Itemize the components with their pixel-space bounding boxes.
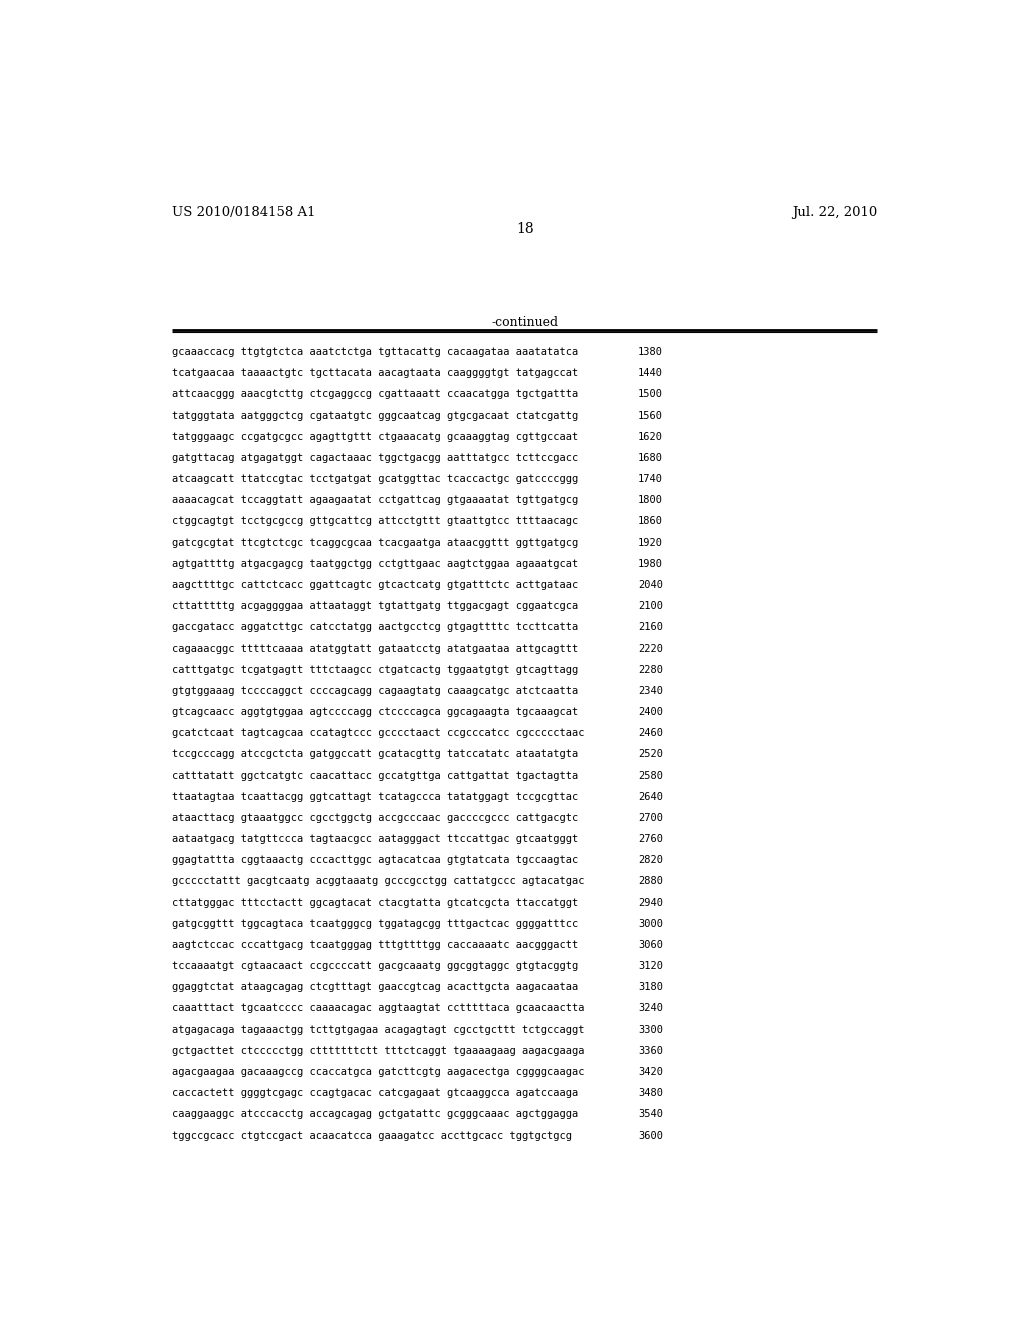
Text: 1980: 1980 — [638, 558, 663, 569]
Text: 2040: 2040 — [638, 579, 663, 590]
Text: aaaacagcat tccaggtatt agaagaatat cctgattcag gtgaaaatat tgttgatgcg: aaaacagcat tccaggtatt agaagaatat cctgatt… — [172, 495, 579, 506]
Text: gccccctattt gacgtcaatg acggtaaatg gcccgcctgg cattatgccc agtacatgac: gccccctattt gacgtcaatg acggtaaatg gcccgc… — [172, 876, 585, 887]
Text: 2520: 2520 — [638, 750, 663, 759]
Text: gtgtggaaag tccccaggct ccccagcagg cagaagtatg caaagcatgc atctcaatta: gtgtggaaag tccccaggct ccccagcagg cagaagt… — [172, 686, 579, 696]
Text: 1500: 1500 — [638, 389, 663, 400]
Text: tccgcccagg atccgctcta gatggccatt gcatacgttg tatccatatc ataatatgta: tccgcccagg atccgctcta gatggccatt gcatacg… — [172, 750, 579, 759]
Text: 1560: 1560 — [638, 411, 663, 421]
Text: 2160: 2160 — [638, 622, 663, 632]
Text: atcaagcatt ttatccgtac tcctgatgat gcatggttac tcaccactgc gatccccggg: atcaagcatt ttatccgtac tcctgatgat gcatggt… — [172, 474, 579, 484]
Text: US 2010/0184158 A1: US 2010/0184158 A1 — [172, 206, 315, 219]
Text: 3300: 3300 — [638, 1024, 663, 1035]
Text: gatgttacag atgagatggt cagactaaac tggctgacgg aatttatgcc tcttccgacc: gatgttacag atgagatggt cagactaaac tggctga… — [172, 453, 579, 463]
Text: 2880: 2880 — [638, 876, 663, 887]
Text: 2580: 2580 — [638, 771, 663, 780]
Text: 2100: 2100 — [638, 601, 663, 611]
Text: 1860: 1860 — [638, 516, 663, 527]
Text: 3240: 3240 — [638, 1003, 663, 1014]
Text: -continued: -continued — [492, 317, 558, 329]
Text: aataatgacg tatgttccca tagtaacgcc aatagggact ttccattgac gtcaatgggt: aataatgacg tatgttccca tagtaacgcc aataggg… — [172, 834, 579, 843]
Text: gtcagcaacc aggtgtggaa agtccccagg ctccccagca ggcagaagta tgcaaagcat: gtcagcaacc aggtgtggaa agtccccagg ctcccca… — [172, 708, 579, 717]
Text: tcatgaacaa taaaactgtc tgcttacata aacagtaata caaggggtgt tatgagccat: tcatgaacaa taaaactgtc tgcttacata aacagta… — [172, 368, 579, 379]
Text: tggccgcacc ctgtccgact acaacatcca gaaagatcc accttgcacc tggtgctgcg: tggccgcacc ctgtccgact acaacatcca gaaagat… — [172, 1130, 572, 1140]
Text: gatgcggttt tggcagtaca tcaatgggcg tggatagcgg tttgactcac ggggatttcc: gatgcggttt tggcagtaca tcaatgggcg tggatag… — [172, 919, 579, 929]
Text: caaatttact tgcaatcccc caaaacagac aggtaagtat cctttttaca gcaacaactta: caaatttact tgcaatcccc caaaacagac aggtaag… — [172, 1003, 585, 1014]
Text: gcaaaccacg ttgtgtctca aaatctctga tgttacattg cacaagataa aaatatatca: gcaaaccacg ttgtgtctca aaatctctga tgttaca… — [172, 347, 579, 356]
Text: 3600: 3600 — [638, 1130, 663, 1140]
Text: aagtctccac cccattgacg tcaatgggag tttgttttgg caccaaaatc aacgggactt: aagtctccac cccattgacg tcaatgggag tttgttt… — [172, 940, 579, 950]
Text: 1620: 1620 — [638, 432, 663, 442]
Text: 1440: 1440 — [638, 368, 663, 379]
Text: 1800: 1800 — [638, 495, 663, 506]
Text: ttaatagtaa tcaattacgg ggtcattagt tcatagccca tatatggagt tccgcgttac: ttaatagtaa tcaattacgg ggtcattagt tcatagc… — [172, 792, 579, 801]
Text: 1680: 1680 — [638, 453, 663, 463]
Text: catttgatgc tcgatgagtt tttctaagcc ctgatcactg tggaatgtgt gtcagttagg: catttgatgc tcgatgagtt tttctaagcc ctgatca… — [172, 665, 579, 675]
Text: 3420: 3420 — [638, 1067, 663, 1077]
Text: 3000: 3000 — [638, 919, 663, 929]
Text: Jul. 22, 2010: Jul. 22, 2010 — [793, 206, 878, 219]
Text: 3360: 3360 — [638, 1045, 663, 1056]
Text: ggaggtctat ataagcagag ctcgtttagt gaaccgtcag acacttgcta aagacaataa: ggaggtctat ataagcagag ctcgtttagt gaaccgt… — [172, 982, 579, 993]
Text: 1380: 1380 — [638, 347, 663, 356]
Text: 1920: 1920 — [638, 537, 663, 548]
Text: gaccgatacc aggatcttgc catcctatgg aactgcctcg gtgagttttc tccttcatta: gaccgatacc aggatcttgc catcctatgg aactgcc… — [172, 622, 579, 632]
Text: 2940: 2940 — [638, 898, 663, 908]
Text: catttatatt ggctcatgtc caacattacc gccatgttga cattgattat tgactagtta: catttatatt ggctcatgtc caacattacc gccatgt… — [172, 771, 579, 780]
Text: gctgacttet ctccccctgg ctttttttctt tttctcaggt tgaaaagaag aagacgaaga: gctgacttet ctccccctgg ctttttttctt tttctc… — [172, 1045, 585, 1056]
Text: 2280: 2280 — [638, 665, 663, 675]
Text: ggagtattta cggtaaactg cccacttggc agtacatcaa gtgtatcata tgccaagtac: ggagtattta cggtaaactg cccacttggc agtacat… — [172, 855, 579, 865]
Text: 3120: 3120 — [638, 961, 663, 972]
Text: 2820: 2820 — [638, 855, 663, 865]
Text: 2460: 2460 — [638, 729, 663, 738]
Text: tatgggaagc ccgatgcgcc agagttgttt ctgaaacatg gcaaaggtag cgttgccaat: tatgggaagc ccgatgcgcc agagttgttt ctgaaac… — [172, 432, 579, 442]
Text: caaggaaggc atcccacctg accagcagag gctgatattc gcgggcaaac agctggagga: caaggaaggc atcccacctg accagcagag gctgata… — [172, 1109, 579, 1119]
Text: ataacttacg gtaaatggcc cgcctggctg accgcccaac gaccccgccc cattgacgtc: ataacttacg gtaaatggcc cgcctggctg accgccc… — [172, 813, 579, 822]
Text: 2640: 2640 — [638, 792, 663, 801]
Text: 3060: 3060 — [638, 940, 663, 950]
Text: agacgaagaa gacaaagccg ccaccatgca gatcttcgtg aagacectga cggggcaagac: agacgaagaa gacaaagccg ccaccatgca gatcttc… — [172, 1067, 585, 1077]
Text: 2340: 2340 — [638, 686, 663, 696]
Text: atgagacaga tagaaactgg tcttgtgagaa acagagtagt cgcctgcttt tctgccaggt: atgagacaga tagaaactgg tcttgtgagaa acagag… — [172, 1024, 585, 1035]
Text: 2760: 2760 — [638, 834, 663, 843]
Text: 2220: 2220 — [638, 644, 663, 653]
Text: attcaacggg aaacgtcttg ctcgaggccg cgattaaatt ccaacatgga tgctgattta: attcaacggg aaacgtcttg ctcgaggccg cgattaa… — [172, 389, 579, 400]
Text: 1740: 1740 — [638, 474, 663, 484]
Text: 3540: 3540 — [638, 1109, 663, 1119]
Text: 3180: 3180 — [638, 982, 663, 993]
Text: ctggcagtgt tcctgcgccg gttgcattcg attcctgttt gtaattgtcc ttttaacagc: ctggcagtgt tcctgcgccg gttgcattcg attcctg… — [172, 516, 579, 527]
Text: 18: 18 — [516, 222, 534, 236]
Text: tatgggtata aatgggctcg cgataatgtc gggcaatcag gtgcgacaat ctatcgattg: tatgggtata aatgggctcg cgataatgtc gggcaat… — [172, 411, 579, 421]
Text: gatcgcgtat ttcgtctcgc tcaggcgcaa tcacgaatga ataacggttt ggttgatgcg: gatcgcgtat ttcgtctcgc tcaggcgcaa tcacgaa… — [172, 537, 579, 548]
Text: 2400: 2400 — [638, 708, 663, 717]
Text: cagaaacggc tttttcaaaa atatggtatt gataatcctg atatgaataa attgcagttt: cagaaacggc tttttcaaaa atatggtatt gataatc… — [172, 644, 579, 653]
Text: 2700: 2700 — [638, 813, 663, 822]
Text: 3480: 3480 — [638, 1088, 663, 1098]
Text: tccaaaatgt cgtaacaact ccgccccatt gacgcaaatg ggcggtaggc gtgtacggtg: tccaaaatgt cgtaacaact ccgccccatt gacgcaa… — [172, 961, 579, 972]
Text: agtgattttg atgacgagcg taatggctgg cctgttgaac aagtctggaa agaaatgcat: agtgattttg atgacgagcg taatggctgg cctgttg… — [172, 558, 579, 569]
Text: gcatctcaat tagtcagcaa ccatagtccc gcccctaact ccgcccatcc cgccccctaac: gcatctcaat tagtcagcaa ccatagtccc gccccta… — [172, 729, 585, 738]
Text: aagcttttgc cattctcacc ggattcagtc gtcactcatg gtgatttctc acttgataac: aagcttttgc cattctcacc ggattcagtc gtcactc… — [172, 579, 579, 590]
Text: caccactett ggggtcgagc ccagtgacac catcgagaat gtcaaggcca agatccaaga: caccactett ggggtcgagc ccagtgacac catcgag… — [172, 1088, 579, 1098]
Text: cttatgggac tttcctactt ggcagtacat ctacgtatta gtcatcgcta ttaccatggt: cttatgggac tttcctactt ggcagtacat ctacgta… — [172, 898, 579, 908]
Text: cttatttttg acgaggggaa attaataggt tgtattgatg ttggacgagt cggaatcgca: cttatttttg acgaggggaa attaataggt tgtattg… — [172, 601, 579, 611]
